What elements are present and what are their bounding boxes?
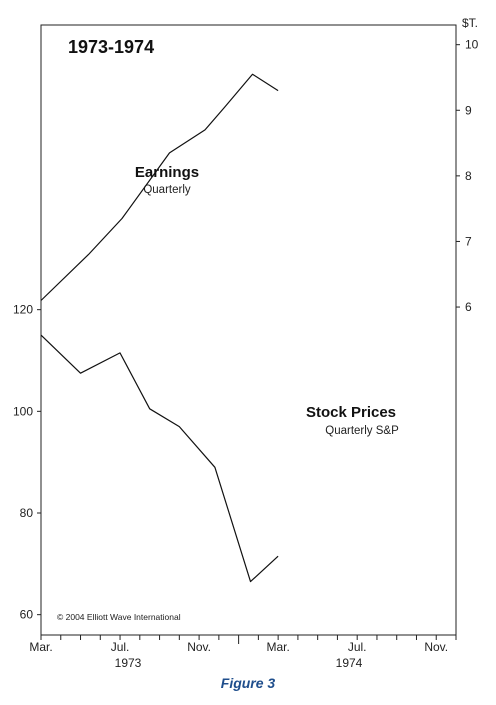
left-axis-tick-label: 60 — [20, 608, 34, 622]
x-axis-tick-label: Nov. — [187, 640, 211, 654]
x-axis-tick-label: Mar. — [29, 640, 52, 654]
x-axis-tick-label: Mar. — [266, 640, 289, 654]
stock-prices-line — [40, 334, 279, 583]
copyright-note: © 2004 Elliott Wave International — [57, 612, 181, 622]
earnings-series-label: Earnings — [135, 164, 199, 181]
earnings-line — [40, 73, 279, 301]
plot-frame — [40, 24, 457, 636]
x-axis-tick-label: Jul. — [348, 640, 367, 654]
stock-prices-series-sublabel: Quarterly S&P — [325, 425, 399, 437]
stock-prices-series-label: Stock Prices — [306, 404, 396, 421]
x-axis-tick-label: Nov. — [424, 640, 448, 654]
year-label-1973: 1973 — [115, 656, 142, 670]
x-axis-tick-label: Jul. — [111, 640, 130, 654]
left-axis-tick-label: 80 — [20, 506, 34, 520]
right-axis-tick-label: 8 — [465, 169, 472, 183]
year-label-1974: 1974 — [336, 656, 363, 670]
left-axis-tick-label: 120 — [13, 303, 33, 317]
right-axis-tick-label: 7 — [465, 234, 472, 248]
right-axis-tick-label: 6 — [465, 300, 472, 314]
left-axis-tick-label: 100 — [13, 404, 33, 418]
right-axis-tick-label: 9 — [465, 103, 472, 117]
earnings-series-sublabel: Quarterly — [143, 184, 191, 196]
chart-title: 1973-1974 — [68, 37, 154, 57]
figure-caption: Figure 3 — [221, 675, 276, 691]
right-axis-unit-label: $T. — [462, 16, 478, 30]
right-axis-tick-label: 10 — [465, 38, 479, 52]
